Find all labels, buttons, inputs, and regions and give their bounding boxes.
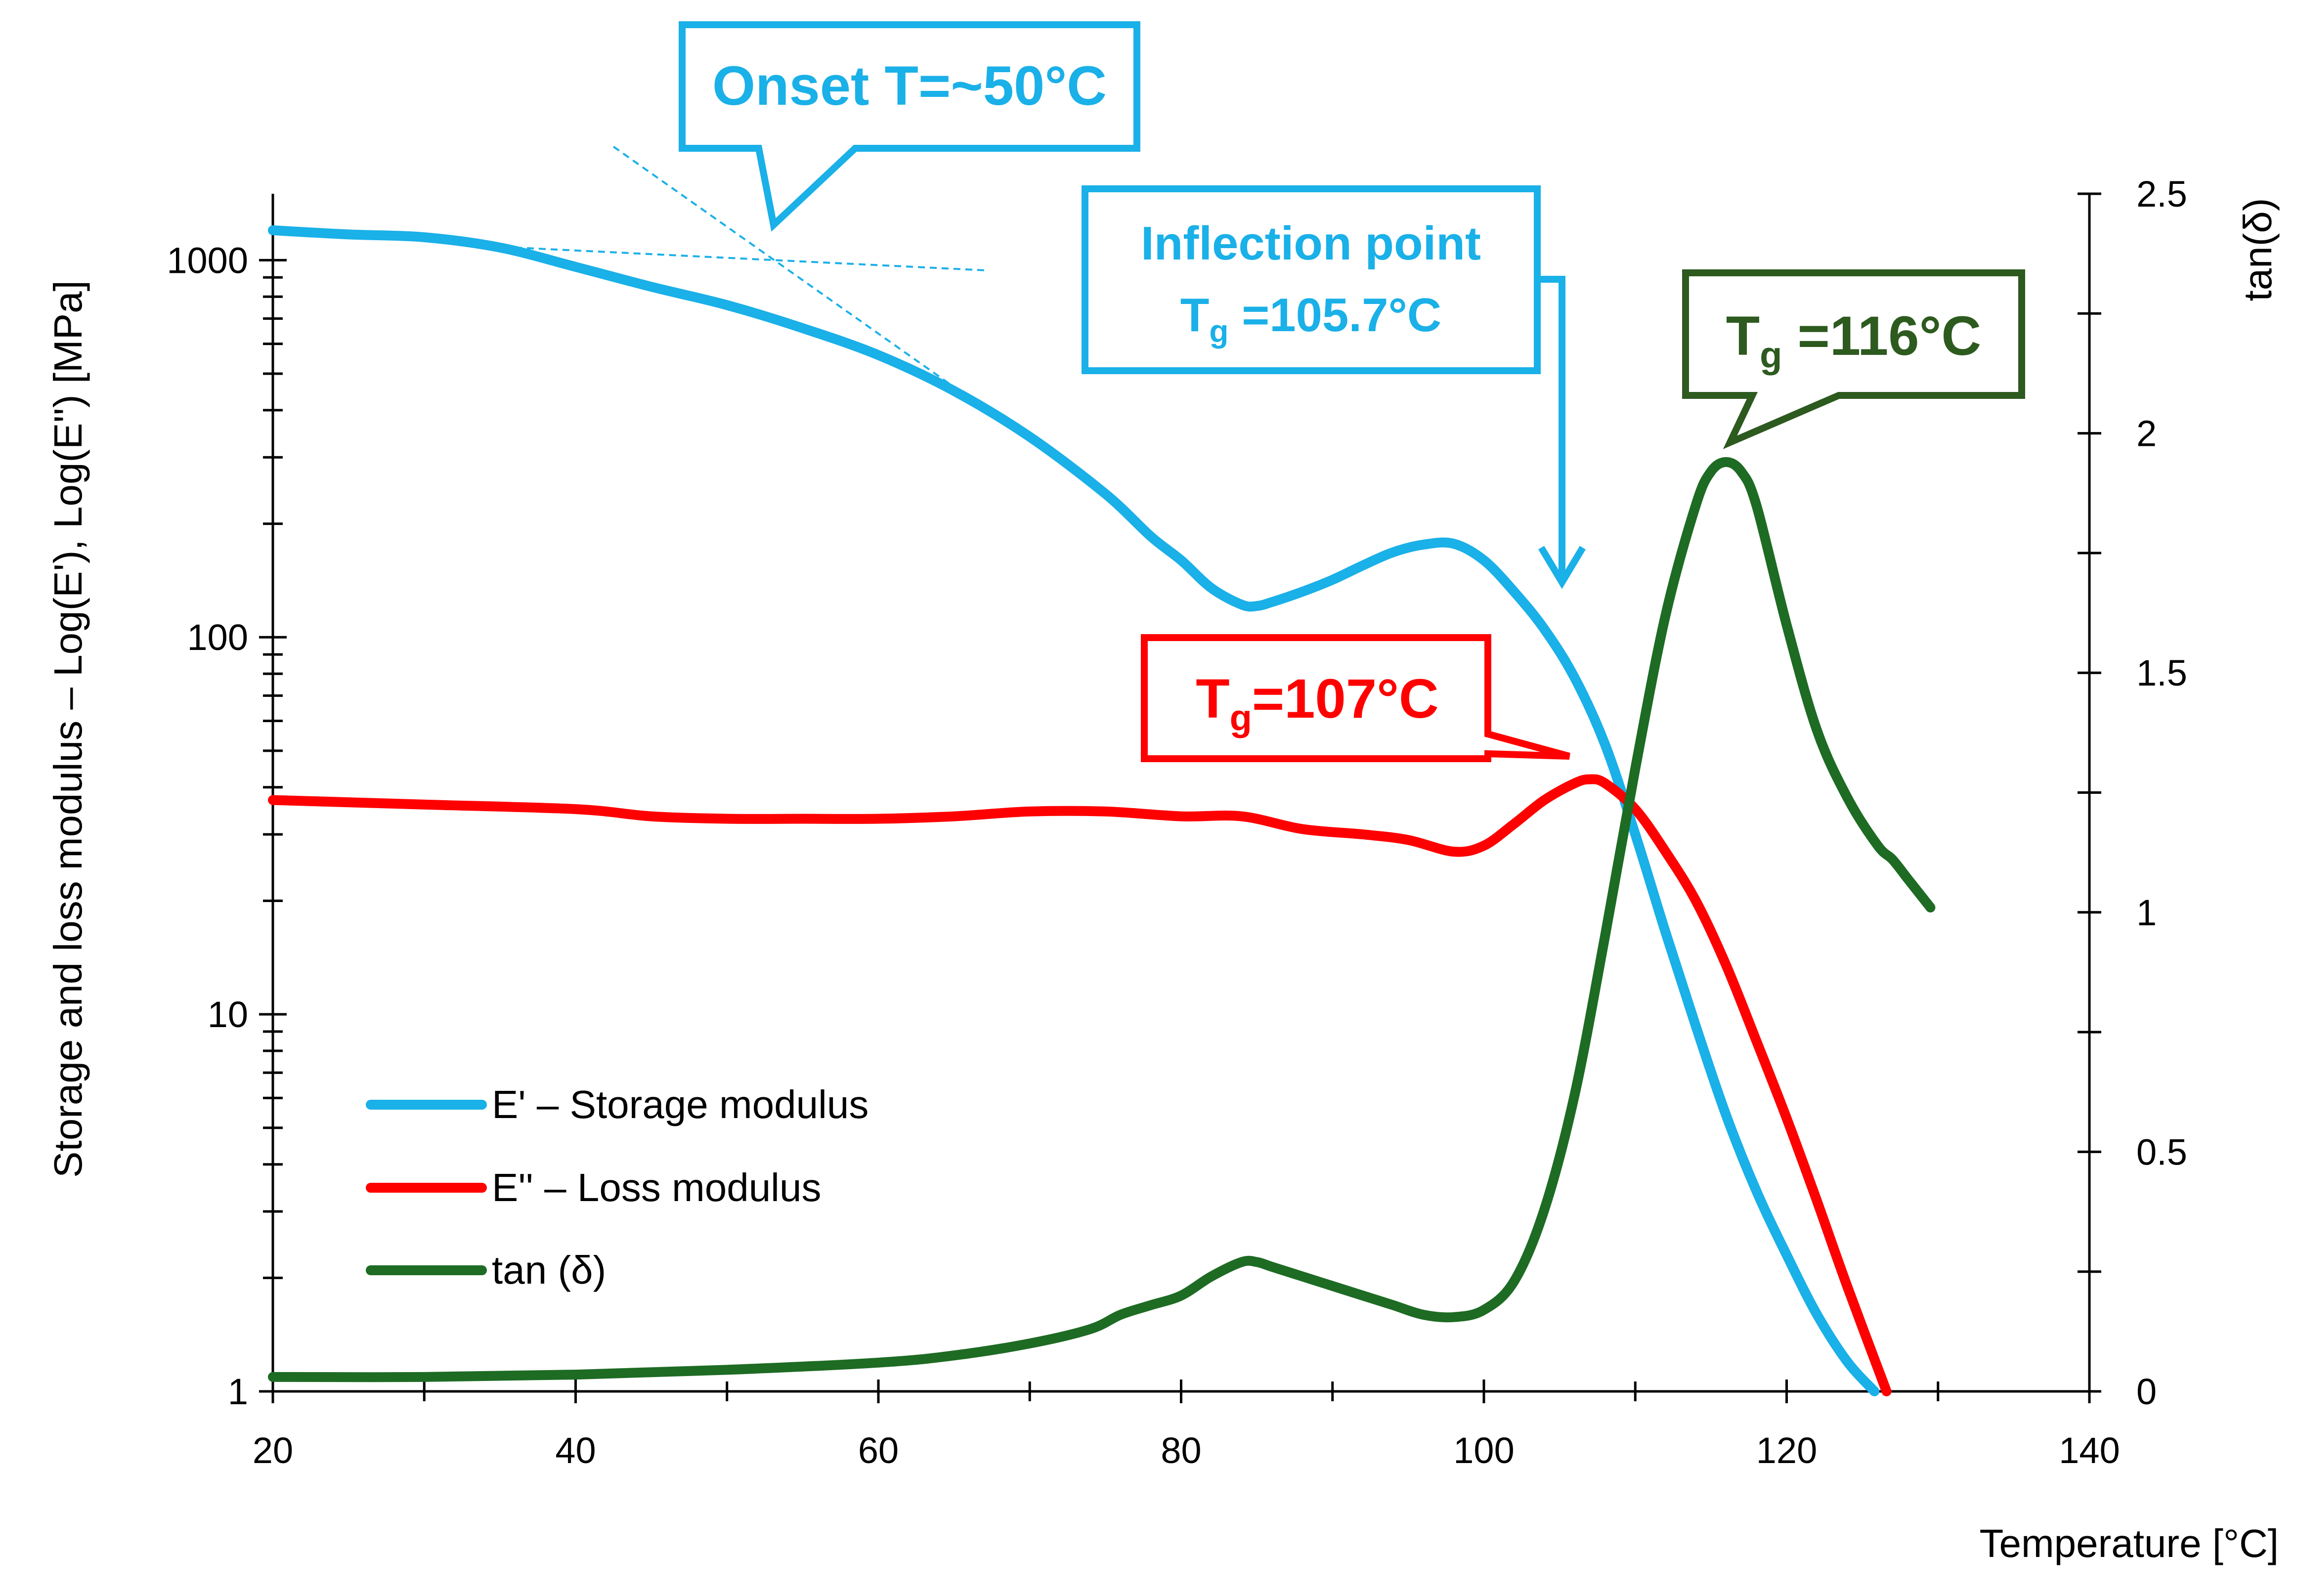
tg-loss-value: =107°C <box>1252 668 1439 730</box>
inflection-arrow-head <box>1538 546 1586 589</box>
annotation-tg-tan: Tg =116°C <box>1682 269 2025 449</box>
y-axis-title: Storage and loss modulus – Log(E'), Log(… <box>46 280 90 1178</box>
onset-callout-box <box>679 21 1140 232</box>
series-loss-modulus <box>268 774 1892 1396</box>
series-storage-modulus <box>268 225 1880 1396</box>
annotation-onset: Onset T=~50°C <box>679 21 1140 232</box>
series-tan-delta <box>268 457 1936 1382</box>
legend-label-loss: E'' – Loss modulus <box>492 1165 821 1209</box>
x-tick-label: 40 <box>555 1430 596 1471</box>
tg-tan-prefix: T <box>1726 305 1760 367</box>
y-tick-label: 10 <box>208 994 248 1035</box>
inflection-prefix: T <box>1180 289 1210 342</box>
y2-tick-label: 2 <box>2136 413 2157 454</box>
onset-label: Onset T=~50°C <box>712 55 1107 117</box>
x-tick-label: 140 <box>2059 1430 2120 1471</box>
legend: E' – Storage modulus E'' – Loss modulus … <box>366 1082 868 1292</box>
x-axis-title: Temperature [°C] <box>1979 1521 2279 1565</box>
inflection-value: =105.7°C <box>1229 289 1442 342</box>
y2-tick-label: 1.5 <box>2136 652 2187 693</box>
y2-tick-label: 2.5 <box>2136 173 2187 215</box>
axes: 20 40 60 80 100 120 140 1 10 100 1000 0 0.5 1 1.5 2 2.5 <box>167 173 2187 1471</box>
legend-label-storage: E' – Storage modulus <box>492 1082 868 1126</box>
x-tick-label: 120 <box>1756 1430 1817 1471</box>
tg-loss-label: Tg=107°C <box>1196 668 1439 738</box>
y-tick-label: 1000 <box>167 240 248 281</box>
annotation-tg-loss: Tg=107°C <box>1141 634 1570 762</box>
inflection-sub: g <box>1209 313 1228 349</box>
inflection-label-line1: Inflection point <box>1141 217 1481 270</box>
inflection-arrow-line <box>1540 276 1565 578</box>
tg-tan-callout-box <box>1682 269 2025 449</box>
tg-tan-label: Tg =116°C <box>1726 305 1982 376</box>
y2-tick-label: 1 <box>2136 892 2157 933</box>
x-tick-label: 60 <box>858 1430 899 1471</box>
x-tick-label: 80 <box>1161 1430 1201 1471</box>
tg-tan-sub: g <box>1760 335 1782 376</box>
inflection-callout-box <box>1082 185 1541 374</box>
y-tick-label: 1 <box>228 1371 248 1412</box>
y-tick-label: 100 <box>187 617 248 658</box>
onset-tangent-line <box>515 246 985 271</box>
tg-loss-prefix: T <box>1196 668 1229 730</box>
y2-tick-label: 0 <box>2136 1371 2157 1412</box>
tg-loss-callout-box <box>1141 634 1570 762</box>
series-layer <box>268 225 1936 1396</box>
x-tick-label: 20 <box>253 1430 293 1471</box>
inflection-label-line2: Tg =105.7°C <box>1180 289 1441 349</box>
x-tick-label: 100 <box>1453 1430 1514 1471</box>
legend-label-tan: tan (δ) <box>492 1248 606 1292</box>
tg-tan-value: =116°C <box>1782 305 1981 367</box>
annotation-inflection: Inflection point Tg =105.7°C <box>1082 185 1586 589</box>
tg-loss-sub: g <box>1230 697 1252 738</box>
y2-tick-label: 0.5 <box>2136 1131 2187 1172</box>
y2-axis-title: tan(δ) <box>2236 198 2280 301</box>
